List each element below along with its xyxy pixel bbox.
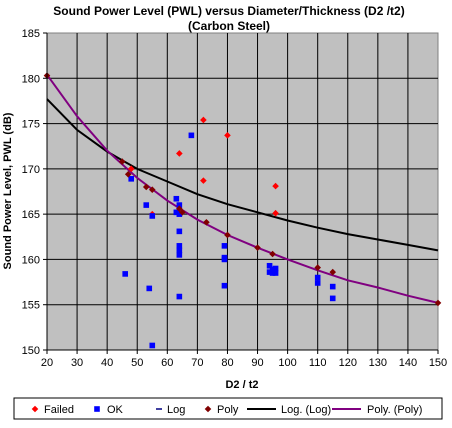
y-tick-label: 170 bbox=[22, 164, 40, 176]
x-tick-label: 50 bbox=[131, 357, 143, 369]
poly-point bbox=[224, 231, 231, 239]
ok-point bbox=[314, 280, 321, 286]
ok-point bbox=[176, 228, 183, 235]
ok-point bbox=[149, 213, 156, 219]
failed-point bbox=[127, 165, 135, 173]
y-tick-label: 150 bbox=[22, 345, 40, 357]
x-tick-label: 90 bbox=[251, 357, 263, 369]
legend-label-ok: OK bbox=[107, 404, 124, 416]
failed-point bbox=[272, 182, 279, 190]
ok-point bbox=[176, 202, 183, 208]
ok-point bbox=[221, 282, 228, 289]
axis-layer: 20 30 40 50 60 70 80 90 100 110 120 130 140 150 150 155… bbox=[22, 28, 448, 369]
ok-point bbox=[149, 342, 156, 349]
x-tick-label: 110 bbox=[309, 357, 327, 369]
poly-point bbox=[203, 218, 210, 226]
poly-point bbox=[118, 158, 126, 165]
ok-point bbox=[314, 274, 321, 281]
x-tick-label: 40 bbox=[101, 357, 113, 369]
ok-point bbox=[176, 211, 183, 217]
x-tick-label: 80 bbox=[221, 357, 233, 369]
ok-point bbox=[221, 243, 228, 249]
ok-point bbox=[146, 285, 153, 292]
ok-point bbox=[176, 247, 183, 254]
failed-point bbox=[200, 177, 207, 184]
legend-marker-poly bbox=[204, 405, 212, 413]
legend-box bbox=[13, 397, 443, 420]
ok-point bbox=[176, 252, 183, 258]
x-tick-label: 100 bbox=[278, 357, 296, 369]
ok-point bbox=[266, 269, 273, 275]
legend-label-poly-poly: Poly. (Poly) bbox=[367, 404, 422, 416]
y-tick-label: 165 bbox=[22, 209, 40, 221]
series-layer bbox=[43, 72, 442, 349]
legend-label-log-log: Log. (Log) bbox=[281, 404, 331, 416]
poly-point bbox=[269, 250, 276, 258]
chart-title: Sound Power Level (PWL) versus Diameter/… bbox=[53, 4, 404, 18]
y-tick-label: 185 bbox=[22, 28, 40, 40]
y-axis-title: Sound Power Level, PWL (dB) bbox=[2, 112, 14, 269]
poly-point bbox=[148, 186, 156, 193]
legend-marker-ok bbox=[94, 406, 100, 412]
legend-label-failed: Failed bbox=[44, 404, 74, 416]
poly-point bbox=[142, 183, 150, 191]
poly-point bbox=[179, 209, 186, 216]
chart-subtitle: (Carbon Steel) bbox=[188, 19, 270, 33]
ok-point bbox=[122, 271, 128, 277]
failed-point bbox=[176, 150, 183, 157]
ok-point bbox=[269, 266, 276, 273]
plot-area bbox=[46, 32, 439, 351]
ok-point bbox=[272, 270, 279, 276]
ok-point bbox=[221, 256, 228, 263]
grid-lines bbox=[47, 33, 438, 350]
ok-point bbox=[269, 270, 276, 276]
x-tick-label: 150 bbox=[429, 357, 447, 369]
legend: Failed OK Log Poly Log. (Log) Poly. (Poly) bbox=[31, 404, 422, 416]
poly-point bbox=[254, 244, 261, 251]
ok-point bbox=[173, 195, 180, 202]
y-tick-label: 180 bbox=[22, 73, 40, 85]
poly-point bbox=[124, 170, 132, 178]
ok-point bbox=[188, 132, 195, 139]
x-tick-label: 20 bbox=[41, 357, 53, 369]
x-tick-label: 30 bbox=[71, 357, 83, 369]
x-axis-title: D2 / t2 bbox=[225, 379, 258, 391]
poly-point bbox=[314, 264, 321, 271]
ok-point bbox=[176, 243, 183, 249]
y-tick-label: 175 bbox=[22, 119, 40, 131]
x-tick-label: 140 bbox=[399, 357, 417, 369]
legend-marker-failed bbox=[31, 405, 39, 413]
poly-point bbox=[329, 268, 337, 276]
ok-point bbox=[272, 265, 279, 272]
ok-point bbox=[329, 283, 336, 290]
ok-point bbox=[329, 295, 336, 302]
y-tick-label: 155 bbox=[22, 300, 40, 312]
x-tick-label: 70 bbox=[191, 357, 203, 369]
poly-point bbox=[176, 205, 183, 213]
ok-point bbox=[176, 293, 183, 300]
legend-label-log: Log bbox=[167, 404, 185, 416]
failed-point bbox=[272, 209, 279, 217]
legend-label-poly: Poly bbox=[217, 404, 239, 416]
x-tick-label: 130 bbox=[369, 357, 387, 369]
poly-poly-trendline bbox=[46, 74, 439, 304]
failed-point bbox=[200, 116, 207, 124]
ok-point bbox=[128, 176, 135, 182]
ok-point bbox=[143, 202, 150, 208]
ok-point bbox=[266, 262, 273, 269]
failed-point bbox=[224, 132, 231, 139]
ok-point bbox=[173, 209, 180, 216]
y-tick-label: 160 bbox=[22, 254, 40, 266]
x-tick-label: 120 bbox=[339, 357, 357, 369]
poly-point bbox=[434, 299, 442, 307]
x-tick-label: 60 bbox=[161, 357, 173, 369]
